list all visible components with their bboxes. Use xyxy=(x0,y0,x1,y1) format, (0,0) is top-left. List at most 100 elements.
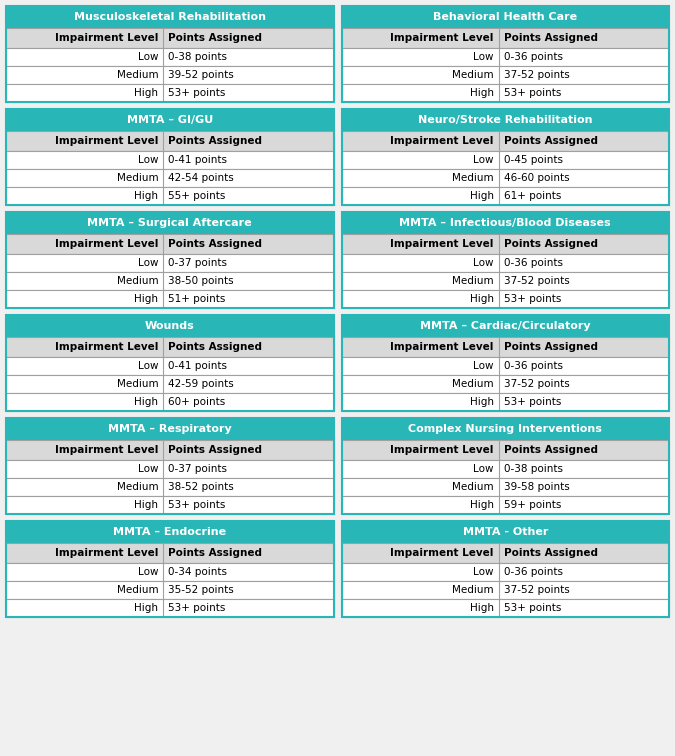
Text: Points Assigned: Points Assigned xyxy=(168,548,262,558)
Bar xyxy=(6,581,333,599)
Bar xyxy=(342,187,669,205)
Bar xyxy=(6,599,333,617)
Text: Behavioral Health Care: Behavioral Health Care xyxy=(433,12,577,22)
Text: Low: Low xyxy=(473,155,493,165)
Text: Low: Low xyxy=(473,361,493,371)
Bar xyxy=(6,357,333,375)
Text: Low: Low xyxy=(473,464,493,474)
Bar xyxy=(6,290,333,308)
Text: 0-36 points: 0-36 points xyxy=(504,52,563,62)
Text: Points Assigned: Points Assigned xyxy=(168,445,262,455)
Text: 39-52 points: 39-52 points xyxy=(168,70,234,80)
Text: 0-36 points: 0-36 points xyxy=(504,258,563,268)
Text: 53+ points: 53+ points xyxy=(168,500,225,510)
Text: 42-54 points: 42-54 points xyxy=(168,173,234,183)
Text: 53+ points: 53+ points xyxy=(504,603,561,613)
Text: Impairment Level: Impairment Level xyxy=(390,445,493,455)
Bar xyxy=(342,357,669,375)
Bar xyxy=(342,254,669,272)
Text: Complex Nursing Interventions: Complex Nursing Interventions xyxy=(408,424,602,434)
Text: Medium: Medium xyxy=(117,276,158,286)
Text: 38-50 points: 38-50 points xyxy=(168,276,234,286)
Text: Points Assigned: Points Assigned xyxy=(504,239,597,249)
Bar xyxy=(342,212,669,308)
Text: Points Assigned: Points Assigned xyxy=(504,548,597,558)
Text: Impairment Level: Impairment Level xyxy=(55,445,158,455)
Text: 61+ points: 61+ points xyxy=(504,191,561,201)
Bar xyxy=(6,272,333,290)
Text: Points Assigned: Points Assigned xyxy=(504,445,597,455)
Bar xyxy=(342,6,669,102)
Text: 46-60 points: 46-60 points xyxy=(504,173,569,183)
Text: Medium: Medium xyxy=(117,379,158,389)
Text: MMTA – Respiratory: MMTA – Respiratory xyxy=(108,424,232,434)
Bar xyxy=(342,315,669,411)
Text: MMTA – Infectious/Blood Diseases: MMTA – Infectious/Blood Diseases xyxy=(400,218,611,228)
Text: 35-52 points: 35-52 points xyxy=(168,585,234,595)
Bar xyxy=(6,151,333,169)
Bar xyxy=(342,109,669,205)
Text: 0-38 points: 0-38 points xyxy=(168,52,227,62)
Text: High: High xyxy=(134,191,158,201)
Text: 53+ points: 53+ points xyxy=(504,294,561,304)
Text: Medium: Medium xyxy=(452,70,493,80)
Text: High: High xyxy=(134,294,158,304)
Bar xyxy=(6,6,333,28)
Bar xyxy=(342,28,669,48)
Text: Medium: Medium xyxy=(117,173,158,183)
Bar xyxy=(342,48,669,66)
Bar xyxy=(342,496,669,514)
Text: High: High xyxy=(470,88,493,98)
Bar xyxy=(6,109,333,205)
Bar xyxy=(342,66,669,84)
Text: Points Assigned: Points Assigned xyxy=(168,33,262,43)
Bar xyxy=(6,315,333,337)
Bar xyxy=(342,581,669,599)
Bar xyxy=(6,254,333,272)
Text: Impairment Level: Impairment Level xyxy=(390,33,493,43)
Bar xyxy=(6,440,333,460)
Text: Medium: Medium xyxy=(452,276,493,286)
Bar xyxy=(6,212,333,308)
Text: High: High xyxy=(470,294,493,304)
Bar xyxy=(342,234,669,254)
Text: High: High xyxy=(470,500,493,510)
Text: 0-36 points: 0-36 points xyxy=(504,361,563,371)
Text: High: High xyxy=(134,88,158,98)
Text: 53+ points: 53+ points xyxy=(504,88,561,98)
Text: Wounds: Wounds xyxy=(145,321,194,331)
Text: 37-52 points: 37-52 points xyxy=(504,276,570,286)
Text: Medium: Medium xyxy=(117,482,158,492)
Text: 0-37 points: 0-37 points xyxy=(168,464,227,474)
Bar xyxy=(6,28,333,48)
Text: Low: Low xyxy=(138,52,158,62)
Bar xyxy=(342,109,669,131)
Text: Points Assigned: Points Assigned xyxy=(504,33,597,43)
Text: 42-59 points: 42-59 points xyxy=(168,379,234,389)
Text: Low: Low xyxy=(473,52,493,62)
Bar xyxy=(6,6,333,102)
Bar xyxy=(342,478,669,496)
Bar xyxy=(342,169,669,187)
Bar xyxy=(342,418,669,514)
Text: 38-52 points: 38-52 points xyxy=(168,482,234,492)
Text: Low: Low xyxy=(138,155,158,165)
Text: 53+ points: 53+ points xyxy=(504,397,561,407)
Bar xyxy=(6,131,333,151)
Bar xyxy=(6,212,333,234)
Text: Medium: Medium xyxy=(117,585,158,595)
Bar xyxy=(342,337,669,357)
Bar xyxy=(342,6,669,28)
Bar xyxy=(6,234,333,254)
Bar xyxy=(342,563,669,581)
Bar xyxy=(342,375,669,393)
Text: Impairment Level: Impairment Level xyxy=(390,548,493,558)
Text: Impairment Level: Impairment Level xyxy=(55,548,158,558)
Text: 60+ points: 60+ points xyxy=(168,397,225,407)
Text: 37-52 points: 37-52 points xyxy=(504,70,570,80)
Text: MMTA – GI/GU: MMTA – GI/GU xyxy=(127,115,213,125)
Bar xyxy=(6,337,333,357)
Bar xyxy=(6,563,333,581)
Text: 0-37 points: 0-37 points xyxy=(168,258,227,268)
Text: Low: Low xyxy=(473,258,493,268)
